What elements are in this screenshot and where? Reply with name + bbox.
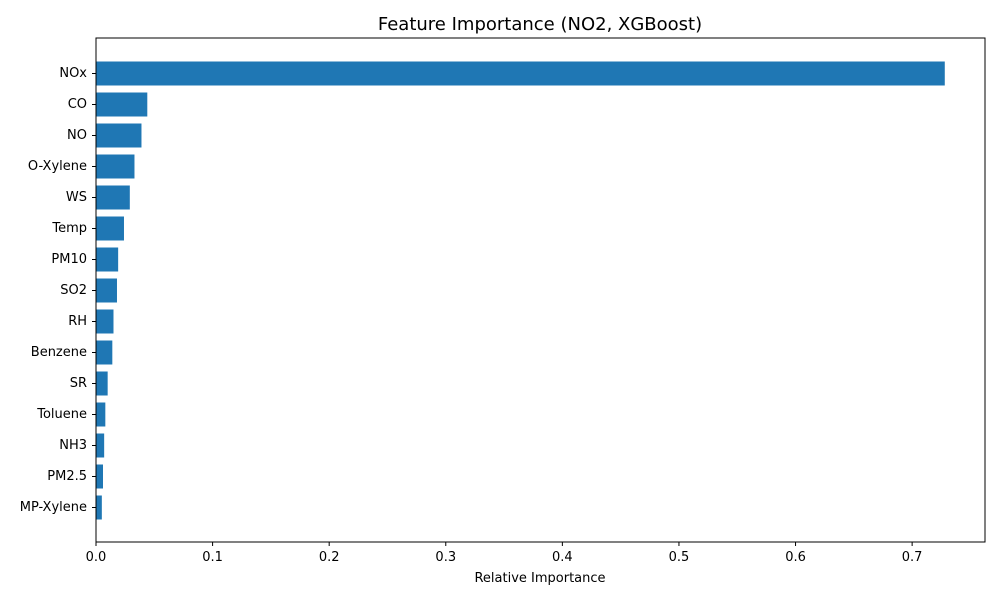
bar-o-xylene	[96, 154, 135, 179]
y-tick-label: CO	[68, 97, 87, 112]
x-axis-title: Relative Importance	[474, 571, 605, 586]
bar-rh	[96, 309, 114, 334]
plot-frame	[95, 37, 986, 543]
x-tick-label: 0.1	[202, 550, 223, 565]
bar-pm2-5	[96, 464, 103, 489]
x-tick-label: 0.5	[669, 550, 690, 565]
y-tick-labels: NOx CO NO O-Xylene WS Temp PM10 SO2 RH Benzene SR T…	[20, 66, 96, 515]
y-tick-label: NO	[67, 128, 87, 143]
bar-benzene	[96, 340, 113, 365]
bar-nox	[96, 61, 945, 86]
x-tick-label: 0.6	[785, 550, 806, 565]
bar-toluene	[96, 402, 106, 427]
chart-title: Feature Importance (NO2, XGBoost)	[378, 14, 702, 35]
y-tick-label: SR	[70, 376, 87, 391]
y-tick-label: WS	[66, 190, 87, 205]
y-tick-label: SO2	[60, 283, 87, 298]
x-tick-label: 0.0	[86, 550, 107, 565]
bar-pm10	[96, 247, 119, 272]
x-tick-label: 0.2	[319, 550, 340, 565]
y-tick-label: RH	[68, 314, 87, 329]
bar-so2	[96, 278, 117, 303]
bar-no	[96, 123, 142, 148]
y-tick-label: Benzene	[31, 345, 87, 360]
bar-nh3	[96, 433, 105, 458]
bar-mp-xylene	[96, 495, 102, 520]
bars-layer	[96, 61, 945, 520]
bar-sr	[96, 371, 108, 396]
y-tick-label: NH3	[59, 438, 87, 453]
bar-ws	[96, 185, 130, 210]
x-tick-label: 0.7	[902, 550, 923, 565]
y-tick-label: Toluene	[36, 407, 87, 422]
x-tick-label: 0.4	[552, 550, 573, 565]
x-tick-label: 0.3	[435, 550, 456, 565]
y-tick-label: NOx	[59, 66, 87, 81]
bar-temp	[96, 216, 124, 241]
y-tick-label: O-Xylene	[28, 159, 87, 174]
y-tick-label: PM2.5	[47, 469, 87, 484]
x-ticks: 0.0 0.1 0.2 0.3 0.4 0.5 0.6 0.7	[86, 542, 923, 565]
bar-co	[96, 92, 148, 117]
y-tick-label: Temp	[51, 221, 87, 236]
y-tick-label: PM10	[51, 252, 87, 267]
y-tick-label: MP-Xylene	[20, 500, 87, 515]
